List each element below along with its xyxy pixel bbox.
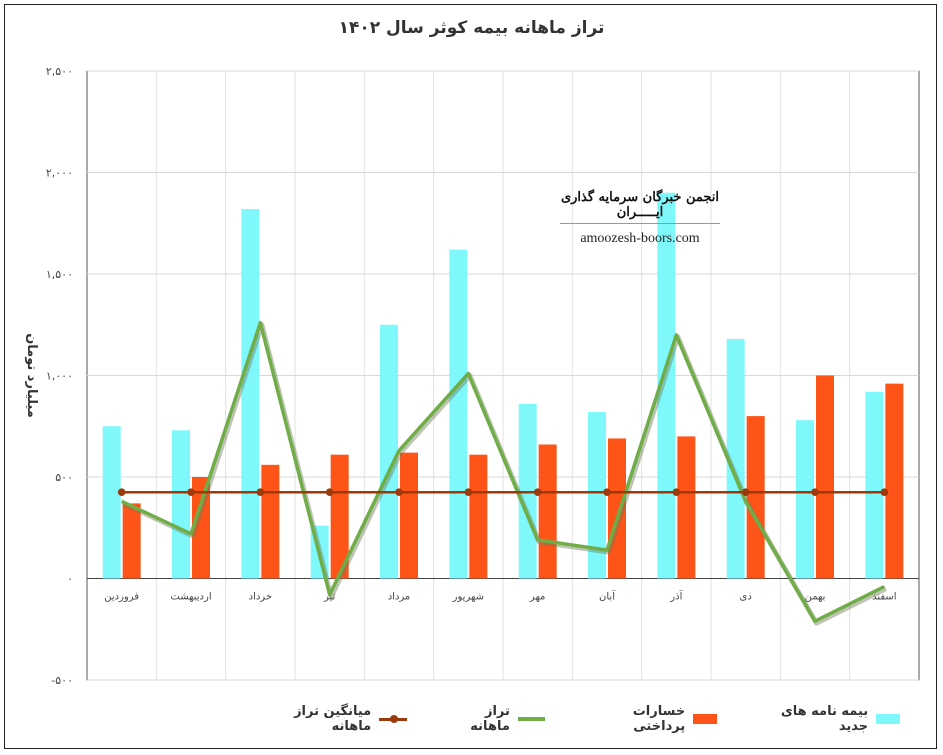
bar-new-policies bbox=[657, 192, 676, 579]
bar-new-policies bbox=[796, 420, 814, 579]
y-tick-label: ۲,۵۰۰ bbox=[46, 65, 73, 78]
bar-claims bbox=[816, 375, 834, 579]
average-balance-marker bbox=[187, 488, 195, 497]
legend-item-new-policies: بیمه نامه های جدید bbox=[757, 704, 900, 734]
bar-new-policies bbox=[172, 430, 190, 579]
watermark-url: amoozesh-boors.com bbox=[580, 231, 700, 246]
x-tick-label: آبان bbox=[599, 590, 616, 603]
legend-label-average-balance: میانگین تراز ماهانه bbox=[294, 704, 372, 734]
x-tick-label: بهمن bbox=[805, 592, 826, 603]
x-tick-label: فروردین bbox=[104, 592, 139, 603]
y-tick-label: -۵۰۰ bbox=[51, 674, 73, 687]
x-tick-label: دی bbox=[740, 592, 752, 603]
average-balance-marker bbox=[464, 488, 473, 497]
legend-swatch-monthly-balance bbox=[517, 717, 546, 721]
legend-item-average-balance: میانگین تراز ماهانه bbox=[260, 704, 407, 734]
y-tick-label: ۱,۰۰۰ bbox=[46, 370, 73, 383]
bar-claims bbox=[677, 436, 696, 579]
x-tick-label: شهریور bbox=[452, 592, 484, 603]
average-balance-marker bbox=[256, 488, 265, 497]
legend-swatch-new-policies bbox=[876, 714, 900, 724]
x-tick-label: آذر bbox=[669, 590, 683, 603]
chart-frame bbox=[4, 4, 937, 749]
y-tick-label: ۲,۰۰۰ bbox=[46, 167, 73, 180]
average-balance-marker bbox=[672, 488, 681, 497]
average-balance-marker bbox=[117, 488, 126, 497]
legend-swatch-claims bbox=[693, 714, 718, 724]
bar-new-policies bbox=[726, 338, 745, 579]
legend-label-new-policies: بیمه نامه های جدید bbox=[780, 704, 869, 734]
bar-new-policies bbox=[588, 412, 606, 579]
bar-claims bbox=[608, 438, 626, 579]
x-tick-label: مرداد bbox=[388, 592, 411, 603]
x-tick-label: تیر bbox=[323, 592, 336, 603]
chart-title: تراز ماهانه بیمه کوثر سال ۱۴۰۲ bbox=[338, 18, 605, 38]
average-balance-marker bbox=[533, 488, 542, 497]
bar-claims bbox=[746, 416, 765, 579]
average-balance-marker bbox=[741, 488, 750, 497]
legend-swatch-average-balance bbox=[379, 714, 407, 723]
y-axis-label: میلیارد تومان bbox=[24, 333, 39, 418]
watermark: انجمن خبرگان سرمایه گذاری ایـــــران amo… bbox=[560, 190, 720, 250]
chart-legend: بیمه نامه های جدید خسارات پرداختی تراز م… bbox=[260, 704, 900, 734]
legend-item-monthly-balance: تراز ماهانه bbox=[447, 704, 546, 734]
bar-claims bbox=[400, 452, 418, 579]
average-balance-marker bbox=[395, 488, 403, 497]
average-balance-marker bbox=[325, 488, 334, 497]
watermark-title: انجمن خبرگان سرمایه گذاری ایـــــران bbox=[560, 190, 720, 224]
bar-new-policies bbox=[865, 391, 884, 579]
bar-new-policies bbox=[449, 249, 468, 579]
bar-claims bbox=[538, 444, 557, 579]
x-tick-label: اردیبهشت bbox=[170, 592, 211, 603]
legend-label-monthly-balance: تراز ماهانه bbox=[470, 704, 510, 734]
y-tick-label: ۱,۵۰۰ bbox=[46, 268, 73, 281]
bar-claims bbox=[261, 464, 280, 579]
x-tick-label: اسفند bbox=[872, 592, 896, 603]
average-balance-marker bbox=[811, 488, 819, 497]
bar-new-policies bbox=[102, 426, 121, 579]
x-tick-label: مهر bbox=[529, 592, 545, 603]
bar-claims bbox=[469, 454, 488, 579]
legend-label-claims: خسارات پرداختی bbox=[632, 704, 686, 734]
y-tick-label: ۵۰۰ bbox=[55, 471, 73, 484]
bar-claims bbox=[122, 503, 141, 579]
bar-claims bbox=[192, 477, 210, 579]
bar-claims bbox=[885, 383, 904, 579]
legend-item-claims: خسارات پرداختی bbox=[585, 704, 718, 734]
average-balance-marker bbox=[880, 488, 889, 497]
bar-new-policies bbox=[380, 324, 398, 579]
bar-claims bbox=[330, 454, 349, 579]
bar-new-policies bbox=[241, 209, 260, 579]
average-balance-marker bbox=[603, 488, 611, 497]
x-tick-label: خرداد bbox=[249, 592, 272, 603]
monthly-balance-line bbox=[120, 320, 886, 623]
y-tick-label: ۰ bbox=[67, 573, 73, 586]
